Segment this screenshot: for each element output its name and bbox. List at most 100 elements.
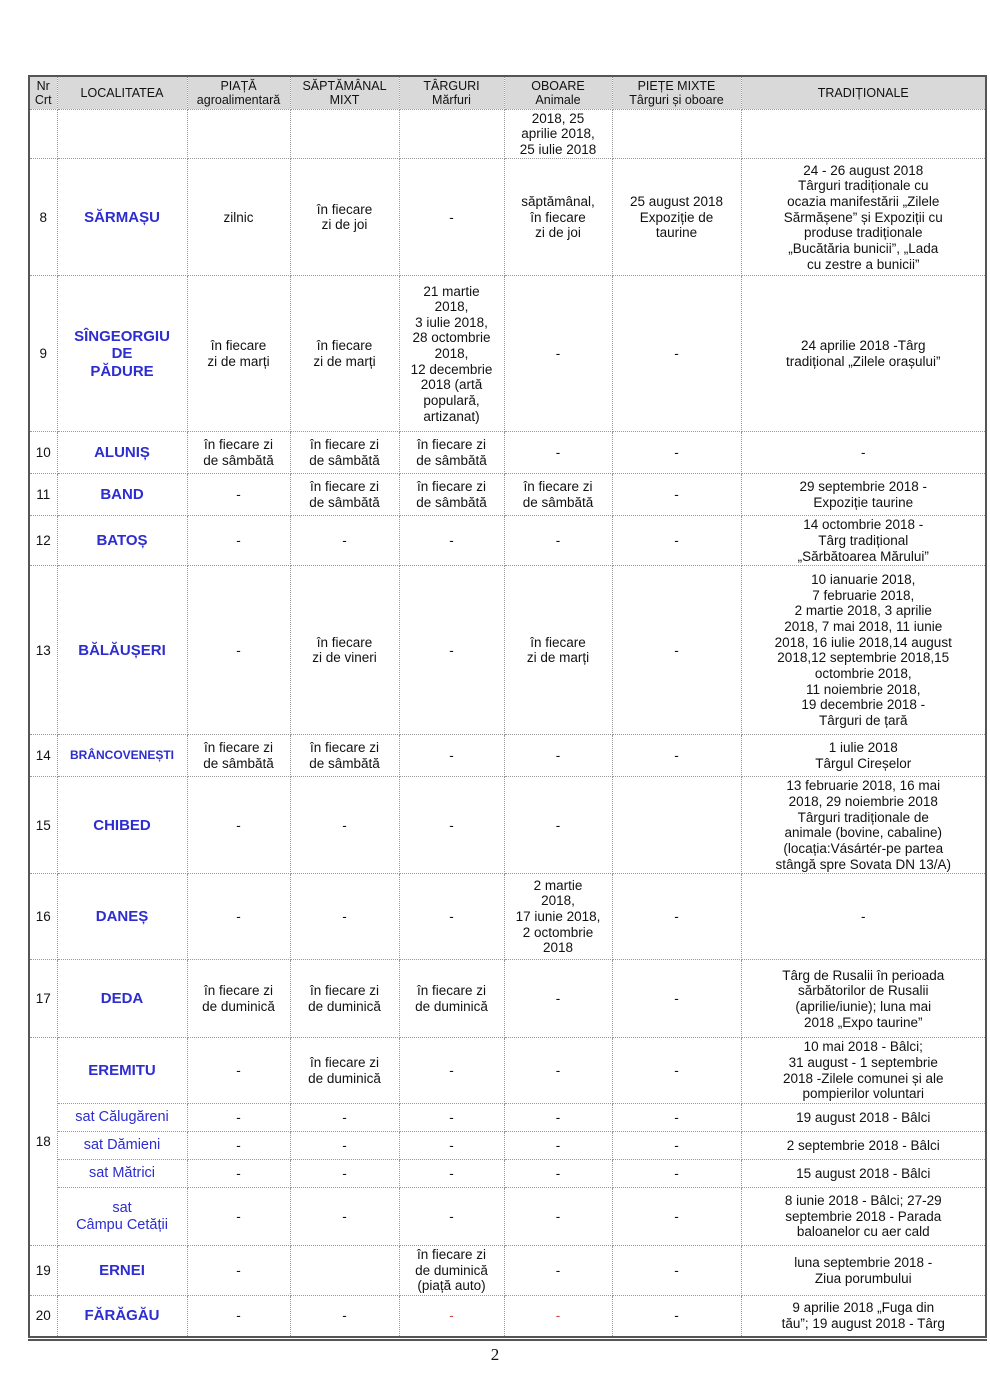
cell-piete-mixte — [611, 108, 742, 160]
table-row: 17 DEDA în fiecare zi de duminică în fiecar… — [28, 959, 987, 1039]
column-header-targuri-marfuri: TÂRGURI Mărfuri — [398, 75, 505, 110]
cell-oboare: - — [503, 959, 613, 1039]
cell-locality: SÎNGEORGIU DE PĂDURE — [56, 275, 188, 433]
table-row: 13 BĂLĂUȘERI - în fiecare zi de vineri - în f… — [28, 565, 987, 736]
cell-piete-mixte: - — [611, 1159, 742, 1188]
header-row: Nr Crt LOCALITATEA PIAȚĂ agroalimentară SĂP… — [28, 75, 987, 110]
cell-row-number — [28, 108, 58, 160]
cell-locality: sat Dămieni — [56, 1131, 188, 1160]
cell-locality: DANEȘ — [56, 873, 188, 961]
cell-traditionale: 13 februarie 2018, 16 mai 2018, 29 noiem… — [740, 776, 987, 875]
cell-locality: SĂRMAȘU — [56, 158, 188, 277]
table-row: 20 FĂRĂGĂU - - - - -9 aprilie 2018 „Fuga din t… — [28, 1295, 987, 1339]
cell-traditionale: 8 iunie 2018 - Bâlci; 27-29 septembrie 2… — [740, 1187, 987, 1246]
cell-saptamanal — [289, 1245, 400, 1296]
cell-targuri: - — [398, 565, 505, 736]
cell-oboare: - — [503, 734, 613, 778]
cell-row-number: 18 — [28, 1037, 58, 1246]
cell-row-number: 19 — [28, 1245, 58, 1296]
cell-row-number: 13 — [28, 565, 58, 736]
cell-saptamanal — [289, 108, 400, 160]
cell-piata: - — [186, 1103, 291, 1132]
cell-row-number: 10 — [28, 431, 58, 475]
cell-locality: BRÂNCOVENEȘTI — [56, 734, 188, 778]
cell-row-number: 8 — [28, 158, 58, 277]
cell-saptamanal: în fiecare zi de duminică — [289, 959, 400, 1039]
cell-piata: - — [186, 565, 291, 736]
cell-piata: zilnic — [186, 158, 291, 277]
table-row: 12 BATOȘ - - - - -14 octombrie 2018 - Târg tra… — [28, 515, 987, 567]
cell-piete-mixte — [611, 776, 742, 875]
cell-saptamanal: în fiecare zi de vineri — [289, 565, 400, 736]
cell-row-number: 17 — [28, 959, 58, 1039]
cell-traditionale: 15 august 2018 - Bâlci — [740, 1159, 987, 1188]
cell-piata: - — [186, 515, 291, 567]
cell-targuri: - — [398, 734, 505, 778]
cell-piete-mixte: - — [611, 431, 742, 475]
cell-targuri: - — [398, 1037, 505, 1104]
column-header-saptamanal-mixt: SĂPTĂMÂNAL MIXT — [289, 75, 400, 110]
cell-piata: - — [186, 1037, 291, 1104]
cell-saptamanal: - — [289, 1159, 400, 1188]
column-header-traditionale: TRADIȚIONALE — [740, 75, 987, 110]
cell-targuri: - — [398, 776, 505, 875]
cell-piata: în fiecare zi de duminică — [186, 959, 291, 1039]
cell-piata: - — [186, 473, 291, 517]
cell-targuri: - — [398, 873, 505, 961]
cell-saptamanal: - — [289, 1187, 400, 1246]
table-row: 14 BRÂNCOVENEȘTI în fiecare zi de sâmbătă î… — [28, 734, 987, 778]
cell-targuri: în fiecare zi de sâmbătă — [398, 473, 505, 517]
cell-row-number: 12 — [28, 515, 58, 567]
cell-targuri: în fiecare zi de duminică — [398, 959, 505, 1039]
cell-locality: BAND — [56, 473, 188, 517]
cell-piata: - — [186, 873, 291, 961]
cell-targuri: - — [398, 158, 505, 277]
cell-targuri: - — [398, 515, 505, 567]
cell-saptamanal: în fiecare zi de sâmbătă — [289, 473, 400, 517]
cell-saptamanal: în fiecare zi de duminică — [289, 1037, 400, 1104]
table-row: 19 ERNEI - în fiecare zi de duminică (piață… — [28, 1245, 987, 1296]
table-row: 11 BAND - în fiecare zi de sâmbătă în fiecar… — [28, 473, 987, 517]
table-row: sat Câmpu Cetății - - - - -8 iunie 2018 - Bâl… — [29, 1187, 987, 1246]
cell-piata: - — [186, 1131, 291, 1160]
cell-locality: FĂRĂGĂU — [56, 1295, 188, 1339]
table-row: sat Mătrici - - - - -15 august 2018 - Bâlci — [29, 1159, 987, 1188]
cell-locality: ERNEI — [56, 1245, 188, 1296]
cell-targuri: în fiecare zi de sâmbătă — [398, 431, 505, 475]
cell-traditionale: 10 ianuarie 2018, 7 februarie 2018, 2 ma… — [740, 565, 987, 736]
table-row: 18 EREMITU - în fiecare zi de duminică - - -10… — [28, 1037, 987, 1246]
cell-row-number: 9 — [28, 275, 58, 433]
cell-saptamanal: - — [289, 873, 400, 961]
cell-saptamanal: în fiecare zi de marți — [289, 275, 400, 433]
cell-traditionale: 29 septembrie 2018 - Expoziție taurine — [740, 473, 987, 517]
cell-oboare: - — [503, 275, 613, 433]
cell-targuri: - — [398, 1159, 505, 1188]
cell-oboare: - — [503, 1037, 613, 1104]
cell-locality: sat Câmpu Cetății — [56, 1187, 188, 1246]
cell-piata: - — [186, 1187, 291, 1246]
cell-oboare: - — [503, 1187, 613, 1246]
column-header-localitatea: LOCALITATEA — [56, 75, 188, 110]
table-row: sat Călugăreni - - - - -19 august 2018 - Bâlc… — [29, 1103, 987, 1132]
cell-row-number: 20 — [28, 1295, 58, 1339]
cell-piete-mixte: - — [611, 473, 742, 517]
cell-traditionale: Târg de Rusalii în perioada sărbătorilor… — [740, 959, 987, 1039]
cell-oboare: - — [503, 431, 613, 475]
cell-piete-mixte: - — [611, 565, 742, 736]
cell-traditionale: - — [740, 431, 987, 475]
cell-piata: - — [186, 1295, 291, 1339]
table-row: 9 SÎNGEORGIU DE PĂDURE în fiecare zi de ma… — [28, 275, 987, 433]
cell-saptamanal: - — [289, 515, 400, 567]
cell-saptamanal: - — [289, 776, 400, 875]
cell-saptamanal: în fiecare zi de sâmbătă — [289, 734, 400, 778]
cell-targuri: - — [398, 1131, 505, 1160]
cell-traditionale: 1 iulie 2018 Târgul Cireșelor — [740, 734, 987, 778]
column-header-piata-agroalimentara: PIAȚĂ agroalimentară — [186, 75, 291, 110]
table-row: sat Dămieni - - - - -2 septembrie 2018 - Bâlc… — [29, 1131, 987, 1160]
cell-targuri — [398, 108, 505, 160]
cell-traditionale: 2 septembrie 2018 - Bâlci — [740, 1131, 987, 1160]
cell-locality — [56, 108, 188, 160]
cell-traditionale: 19 august 2018 - Bâlci — [740, 1103, 987, 1132]
cell-oboare: 2 martie 2018, 17 iunie 2018, 2 octombri… — [503, 873, 613, 961]
cell-oboare: - — [503, 1245, 613, 1296]
